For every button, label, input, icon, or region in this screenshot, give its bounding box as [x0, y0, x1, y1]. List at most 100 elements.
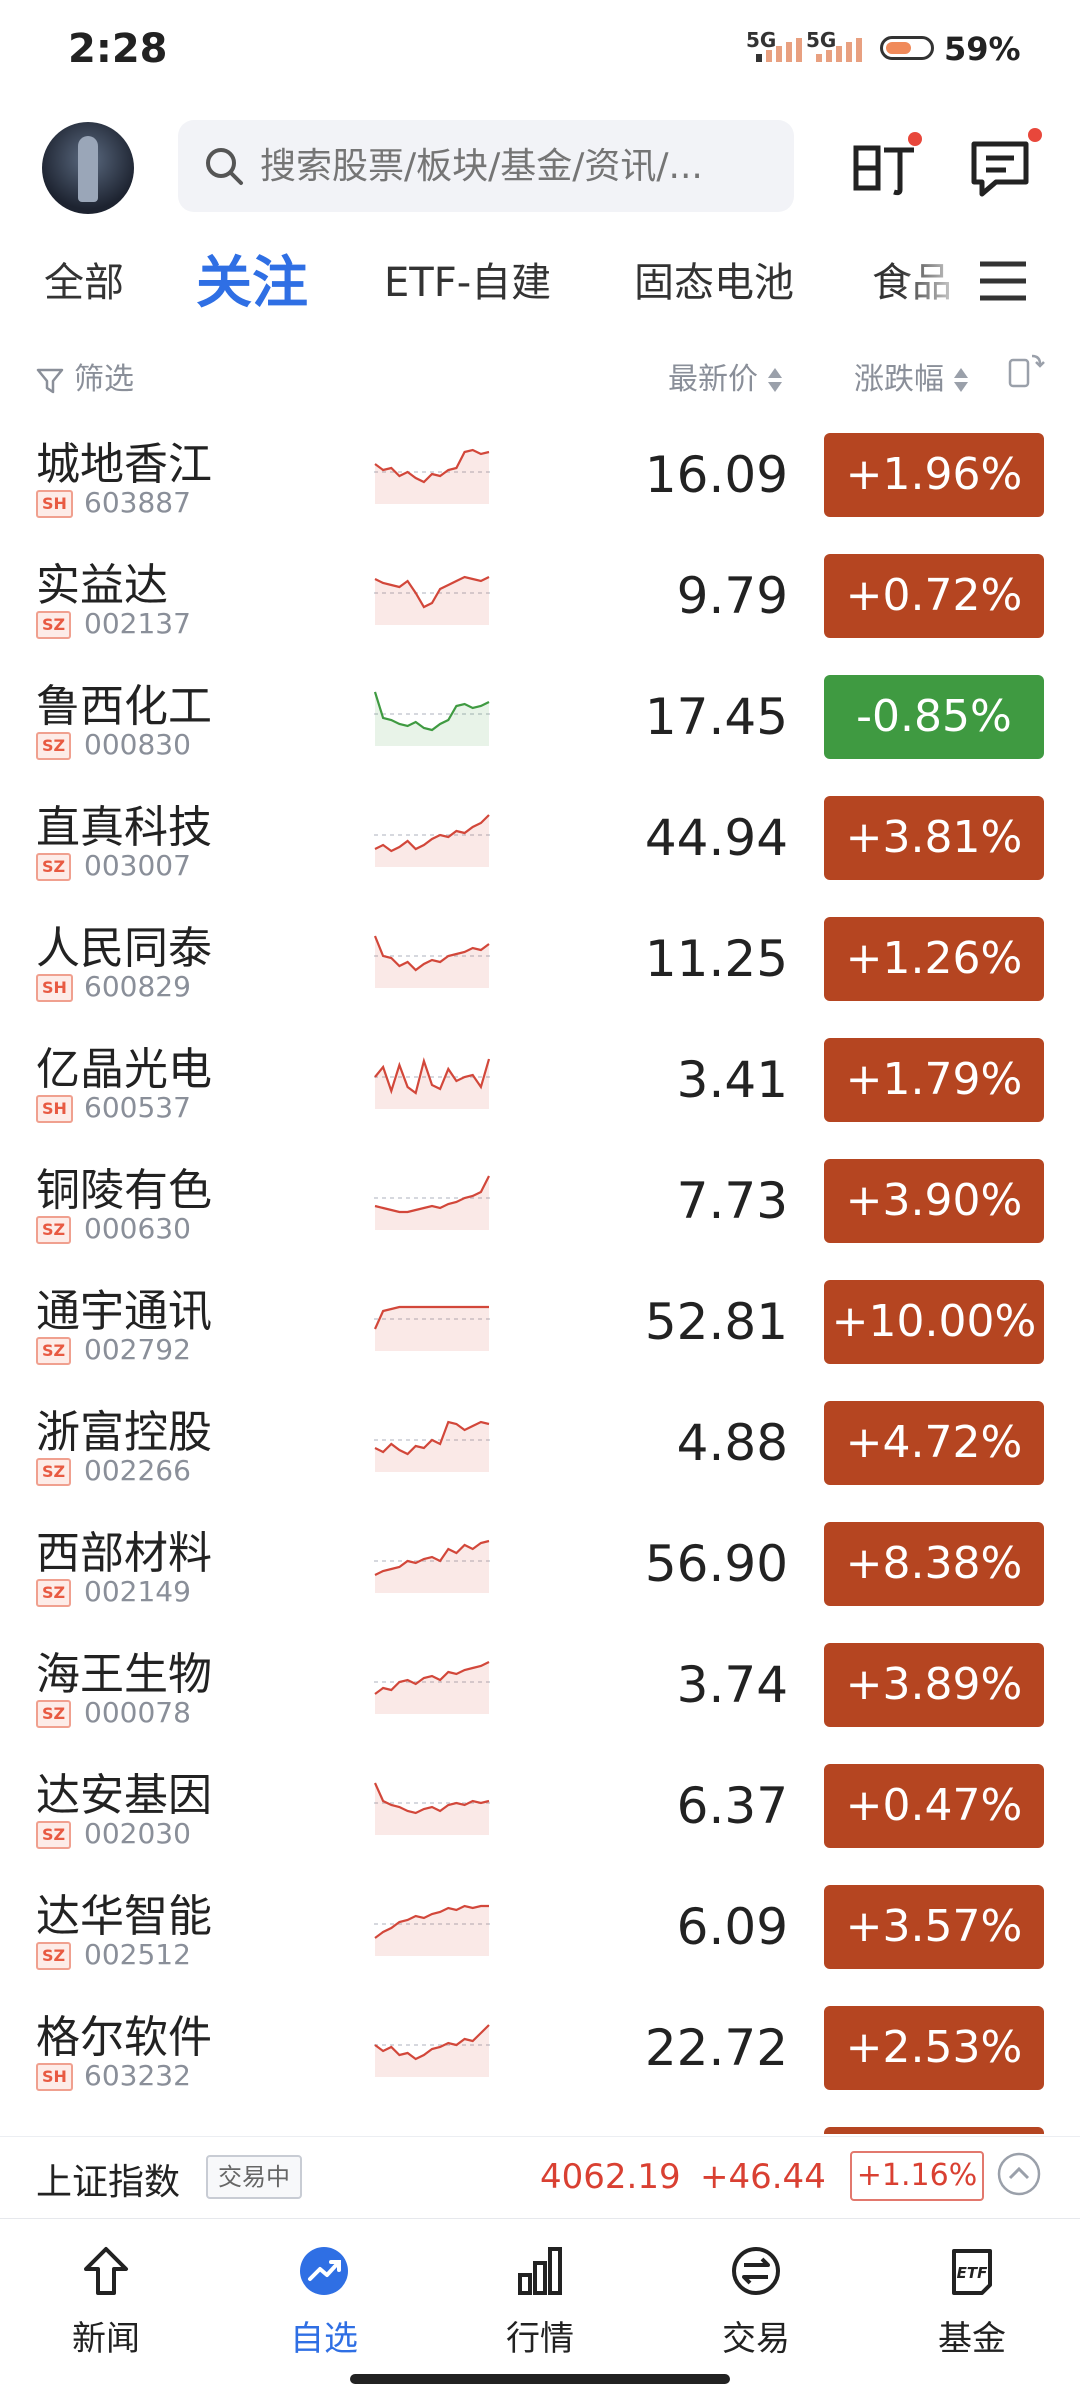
change-badge[interactable]: +1.26%	[824, 917, 1044, 1001]
change-badge[interactable]	[824, 2127, 1044, 2134]
tab-all[interactable]: 全部	[44, 260, 124, 306]
stock-name: 沃尔核材	[36, 2122, 212, 2134]
stock-code: 600829	[84, 970, 191, 1003]
stock-code: 002149	[84, 1575, 191, 1608]
sort-icon	[954, 366, 968, 396]
stock-name: 通宇通讯	[36, 1286, 212, 1337]
search-bar[interactable]	[178, 120, 794, 212]
stock-row[interactable]: 通宇通讯 SZ 002792 52.81 +10.00%	[0, 1267, 1080, 1388]
latest-price: 7.73	[676, 1172, 788, 1230]
stock-row[interactable]: 海王生物 SZ 000078 3.74 +3.89%	[0, 1630, 1080, 1751]
stock-row[interactable]: 城地香江 SH 603887 16.09 +1.96%	[0, 420, 1080, 541]
signal-1: 5G	[746, 28, 816, 68]
change-badge[interactable]: +1.96%	[824, 433, 1044, 517]
market-icon	[518, 2247, 562, 2295]
stock-list: 城地香江 SH 603887 16.09 +1.96% 实益达 SZ 002137 9.79 +0…	[0, 420, 1080, 2134]
latest-price: 56.90	[644, 1535, 788, 1593]
market-badge: SZ	[36, 1458, 72, 1486]
market-badge: SH	[36, 2063, 73, 2091]
change-badge[interactable]: -0.85%	[824, 675, 1044, 759]
stock-row[interactable]: 鲁西化工 SZ 000830 17.45 -0.85%	[0, 662, 1080, 783]
nav-watchlist[interactable]: 自选	[254, 2239, 394, 2359]
market-badge: SH	[36, 974, 73, 1002]
filter-button[interactable]: 筛选	[36, 354, 134, 398]
status-bar: 2:28 5G 5G 59%	[0, 0, 1080, 100]
stock-code: 000830	[84, 728, 191, 761]
nav-fund[interactable]: ETF 基金	[902, 2239, 1042, 2359]
nav-label: 交易	[722, 2319, 790, 2359]
stock-row[interactable]: 西部材料 SZ 002149 56.90 +8.38%	[0, 1509, 1080, 1630]
message-button[interactable]	[966, 128, 1042, 202]
stock-row[interactable]: 沃尔核材	[0, 2114, 1080, 2134]
network-type-2: 5G	[806, 28, 837, 52]
stock-row[interactable]: 人民同泰 SH 600829 11.25 +1.26%	[0, 904, 1080, 1025]
stock-code: 000078	[84, 1696, 191, 1729]
stock-code: 002266	[84, 1454, 191, 1487]
stock-name: 西部材料	[36, 1528, 212, 1579]
change-badge[interactable]: +3.81%	[824, 796, 1044, 880]
stock-row[interactable]: 达华智能 SZ 002512 6.09 +3.57%	[0, 1872, 1080, 1993]
menu-icon[interactable]	[978, 256, 1028, 306]
search-input[interactable]	[260, 120, 780, 212]
signal-2: 5G	[806, 28, 876, 68]
change-badge[interactable]: +0.47%	[824, 1764, 1044, 1848]
change-badge[interactable]: +0.72%	[824, 554, 1044, 638]
change-badge[interactable]: +8.38%	[824, 1522, 1044, 1606]
sort-price-button[interactable]: 最新价	[668, 354, 782, 398]
stock-row[interactable]: 实益达 SZ 002137 9.79 +0.72%	[0, 541, 1080, 662]
change-badge[interactable]: +3.89%	[824, 1643, 1044, 1727]
change-badge[interactable]: +10.00%	[824, 1280, 1044, 1364]
stock-row[interactable]: 铜陵有色 SZ 000630 7.73 +3.90%	[0, 1146, 1080, 1267]
market-badge: SZ	[36, 1821, 72, 1849]
market-badge: SZ	[36, 1216, 72, 1244]
change-badge[interactable]: +4.72%	[824, 1401, 1044, 1485]
avatar[interactable]	[42, 122, 134, 214]
rotate-screen-icon[interactable]	[1006, 350, 1046, 390]
stock-row[interactable]: 直真科技 SZ 003007 44.94 +3.81%	[0, 783, 1080, 904]
stock-code: 002137	[84, 607, 191, 640]
intraday-sparkline	[374, 1305, 490, 1351]
column-header: 筛选 最新价 涨跌幅	[0, 344, 1080, 404]
monitor-button[interactable]	[850, 132, 922, 202]
sort-change-button[interactable]: 涨跌幅	[854, 354, 968, 398]
stock-row[interactable]: 亿晶光电 SH 600537 3.41 +1.79%	[0, 1025, 1080, 1146]
stock-name: 海王生物	[36, 1649, 212, 1700]
market-badge: SH	[36, 490, 73, 518]
stock-code: 603232	[84, 2059, 191, 2092]
change-badge[interactable]: +3.90%	[824, 1159, 1044, 1243]
nav-label: 行情	[506, 2319, 574, 2359]
stock-code: 002792	[84, 1333, 191, 1366]
market-badge: SZ	[36, 1579, 72, 1607]
tab-solid-state-battery[interactable]: 固态电池	[634, 260, 794, 306]
filter-label: 筛选	[74, 362, 134, 397]
market-badge: SZ	[36, 611, 72, 639]
change-column-label: 涨跌幅	[854, 362, 944, 397]
intraday-sparkline	[374, 448, 490, 504]
stock-name: 人民同泰	[36, 923, 212, 974]
tab-etf-custom[interactable]: ETF-自建	[384, 260, 552, 306]
index-bar[interactable]: 上证指数 交易中 4062.19 +46.44 +1.16%	[0, 2136, 1080, 2217]
stock-name: 实益达	[36, 560, 168, 611]
intraday-sparkline	[374, 575, 490, 625]
market-badge: SZ	[36, 853, 72, 881]
home-indicator[interactable]	[350, 2374, 730, 2384]
tab-follow[interactable]: 关注	[196, 251, 308, 316]
stock-row[interactable]: 达安基因 SZ 002030 6.37 +0.47%	[0, 1751, 1080, 1872]
chevron-up-icon[interactable]	[996, 2151, 1042, 2197]
nav-news[interactable]: 新闻	[36, 2239, 176, 2359]
stock-row[interactable]: 浙富控股 SZ 002266 4.88 +4.72%	[0, 1388, 1080, 1509]
intraday-sparkline	[374, 1661, 490, 1714]
nav-trade[interactable]: 交易	[686, 2239, 826, 2359]
change-badge[interactable]: +2.53%	[824, 2006, 1044, 2090]
market-badge: SZ	[36, 1700, 72, 1728]
change-badge[interactable]: +1.79%	[824, 1038, 1044, 1122]
latest-price: 44.94	[644, 809, 788, 867]
price-column-label: 最新价	[668, 362, 758, 397]
intraday-sparkline	[374, 1057, 490, 1109]
stock-name: 鲁西化工	[36, 681, 212, 732]
change-badge[interactable]: +3.57%	[824, 1885, 1044, 1969]
latest-price: 16.09	[644, 446, 788, 504]
nav-market[interactable]: 行情	[470, 2239, 610, 2359]
stock-row[interactable]: 格尔软件 SH 603232 22.72 +2.53%	[0, 1993, 1080, 2114]
index-name: 上证指数	[36, 2162, 181, 2203]
